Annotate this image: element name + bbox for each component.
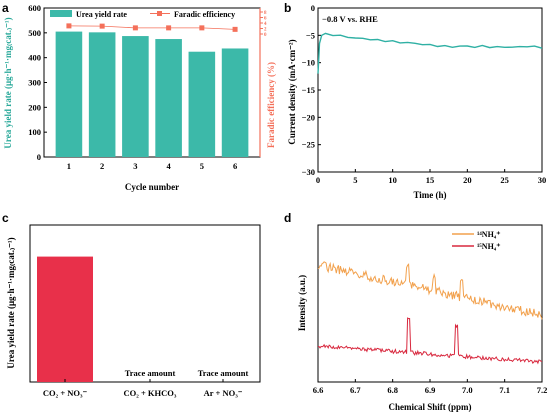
panel-a-xtick-label: 1	[67, 161, 71, 171]
panel-b-annotation: −0.8 V vs. RHE	[322, 14, 378, 24]
panel-a-right-tick-label: 2	[264, 28, 267, 33]
panel-b-ytick-label: −10	[302, 58, 315, 68]
panel-b-letter: b	[284, 1, 291, 15]
panel-a-ylabel: Urea yield rate (μg·h⁻¹·mg₍cat.₎⁻¹)	[3, 17, 13, 148]
panel-b-ytick-label: 0	[311, 3, 315, 13]
current-density-line	[317, 32, 543, 74]
panel-a-ylabel-right: Faradic efficiency (%)	[266, 62, 276, 148]
panel-a-ytick-label: 400	[28, 53, 41, 63]
panel-a-xtick-label: 6	[233, 161, 237, 171]
panel-b-frame	[317, 7, 543, 173]
panel-d-xtick-label: 6.7	[350, 385, 361, 395]
panel-b-ytick-label: −25	[302, 140, 315, 150]
fe-marker	[232, 26, 238, 32]
fe-marker	[99, 23, 105, 29]
panel-b-xtick-label: 25	[500, 175, 509, 185]
panel-a-right-tick-label: 6	[264, 17, 267, 22]
fe-marker	[132, 25, 138, 31]
panel-c-xtick-label: CO₂ + KHCO₃	[124, 388, 177, 398]
panel-d-xtick-label: 7.1	[499, 385, 510, 395]
panel-d-xtick-label: 6.8	[387, 385, 398, 395]
panel-b-ytick-label: −30	[302, 167, 315, 177]
panel-a-ytick-label: 100	[28, 127, 41, 137]
panel-a-ytick-label: 0	[37, 152, 41, 162]
panel-c-frame	[29, 224, 261, 383]
panel-a-ytick-label: 500	[28, 28, 41, 38]
panel-b-xtick-label: 0	[316, 175, 320, 185]
panel-a-xlabel: Cycle number	[125, 182, 179, 192]
legend-label-14nh4: ¹⁴NH₄⁺	[477, 230, 500, 239]
legend-label-urea: Urea yield rate	[76, 10, 127, 19]
panel-c-letter: c	[2, 211, 9, 225]
panel-a-xtick-label: 2	[100, 161, 104, 171]
panel-a-ytick-label: 300	[28, 78, 41, 88]
urea-bar	[122, 36, 149, 157]
panel-b-ylabel: Current density (mA·cm⁻²)	[287, 39, 297, 144]
legend-marker-fe	[157, 11, 162, 16]
legend-swatch-urea	[50, 10, 72, 17]
panel-a-right-tick-label: 0	[264, 33, 267, 38]
panel-b-ytick-label: −20	[302, 112, 315, 122]
panel-c-ylabel: Urea yield rate (μg·h⁻¹·mg₍cat.₎⁻¹)	[6, 237, 16, 368]
panel-d-xtick-label: 7.0	[462, 385, 473, 395]
panel-a-xtick-label: 5	[200, 161, 204, 171]
panel-b-xtick-label: 15	[426, 175, 435, 185]
panel-c-xtick-label: Ar + NO₃⁻	[204, 388, 243, 398]
trace-amount-label: Trace amount	[198, 368, 249, 378]
panel-d-ylabel: Intensity (a.u.)	[297, 275, 307, 331]
legend-label-15nh4: ¹⁵NH₄⁺	[477, 242, 500, 251]
panel-a-letter: a	[2, 1, 9, 15]
panel-a-xtick-label: 4	[166, 161, 171, 171]
urea-bar	[55, 31, 83, 157]
legend-label-fe: Faradic efficiency	[174, 10, 235, 19]
urea-bar	[37, 256, 93, 382]
panel-d-xlabel: Chemical Shift (ppm)	[389, 402, 472, 412]
panel-d-letter: d	[284, 211, 291, 225]
trace-amount-label: Trace amount	[125, 368, 176, 378]
panel-d-xtick-label: 7.2	[537, 385, 548, 395]
panel-b-xlabel: Time (h)	[413, 190, 446, 200]
panel-c: c Trace amount Trace amount CO₂ + NO₃⁻ CO₂…	[2, 211, 261, 398]
panel-b-xtick-label: 5	[353, 175, 357, 185]
urea-bar	[221, 48, 249, 157]
fe-marker	[166, 25, 172, 31]
panel-a-ytick-label: 600	[28, 3, 41, 13]
panel-b-ytick-label: −5	[306, 30, 315, 40]
fe-marker	[199, 25, 205, 31]
panel-b-xtick-label: 20	[463, 175, 472, 185]
panel-d: d 6.6 6.7 6.8 6.9 7.0 7.1 7.2 ¹⁴NH₄⁺ ¹⁵NH₄⁺ Ch…	[284, 211, 547, 412]
panel-a-right-tick-label: 8	[264, 11, 267, 16]
panel-b-ytick-label: −15	[302, 85, 315, 95]
nmr-14nh4-line	[317, 261, 543, 320]
urea-bar	[155, 39, 182, 157]
panel-d-xtick-label: 6.9	[425, 385, 436, 395]
panel-c-xtick-label: CO₂ + NO₃⁻	[43, 388, 88, 398]
panel-a-right-tick-label: 4	[264, 22, 267, 27]
panel-d-xtick-label: 6.6	[313, 385, 324, 395]
panel-a-ytick-label: 200	[28, 102, 41, 112]
panel-a-xtick-label: 3	[133, 161, 137, 171]
fe-marker	[66, 23, 72, 29]
nmr-15nh4-line	[318, 317, 543, 365]
panel-b: b 0 −5 −10 −15 −20 −25 −30 0 5 10 15 20 25 30 −0.8 V…	[284, 1, 546, 200]
panel-b-xtick-label: 30	[538, 175, 547, 185]
panel-b-xtick-label: 10	[388, 175, 397, 185]
urea-bar	[88, 32, 116, 157]
fe-line	[68, 25, 236, 30]
urea-bar	[188, 51, 216, 157]
